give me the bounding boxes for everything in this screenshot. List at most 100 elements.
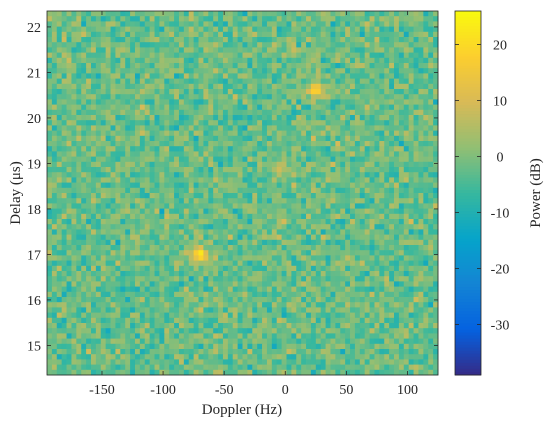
heatmap-cell: [262, 120, 268, 126]
heatmap-cell: [266, 182, 273, 189]
heatmap-cell: [320, 42, 326, 48]
heatmap-cell: [100, 250, 107, 256]
heatmap-cell: [56, 26, 63, 33]
heatmap-cell: [174, 57, 180, 64]
heatmap-cell: [266, 42, 273, 48]
heatmap-cell: [90, 156, 97, 163]
heatmap-cell: [120, 83, 126, 90]
heatmap-cell: [95, 203, 102, 209]
heatmap-cell: [51, 16, 58, 22]
heatmap-cell: [86, 224, 92, 230]
heatmap-cell: [100, 276, 107, 282]
heatmap-cell: [418, 286, 424, 293]
heatmap-cell: [252, 271, 258, 277]
heatmap-cell: [169, 213, 175, 220]
heatmap-cell: [354, 16, 361, 22]
heatmap-cell: [423, 317, 429, 324]
heatmap-cell: [379, 255, 385, 261]
heatmap-cell: [276, 302, 282, 308]
heatmap-cell: [276, 31, 282, 38]
heatmap-cell: [359, 323, 366, 329]
heatmap-cell: [144, 31, 151, 38]
heatmap-cell: [413, 109, 419, 116]
heatmap-cell: [428, 307, 434, 313]
heatmap-cell: [134, 219, 141, 225]
heatmap-cell: [134, 307, 141, 313]
heatmap-cell: [115, 130, 121, 137]
heatmap-cell: [164, 297, 170, 303]
heatmap-cell: [144, 125, 151, 131]
heatmap-cell: [403, 260, 410, 267]
heatmap-cell: [242, 26, 248, 33]
heatmap-cell: [403, 182, 410, 189]
heatmap-cell: [81, 333, 87, 339]
heatmap-cell: [130, 63, 136, 69]
heatmap-cell: [369, 141, 375, 147]
heatmap-cell: [271, 250, 278, 256]
heatmap-cell: [286, 312, 292, 319]
heatmap-cell: [394, 78, 400, 85]
heatmap-cell: [418, 52, 424, 59]
heatmap-cell: [310, 255, 317, 261]
heatmap-cell: [340, 37, 346, 43]
heatmap-cell: [301, 323, 307, 329]
heatmap-cell: [47, 146, 53, 152]
heatmap-cell: [398, 120, 405, 126]
heatmap-cell: [51, 245, 58, 251]
heatmap-cell: [61, 302, 67, 308]
heatmap-cell: [169, 130, 175, 137]
heatmap-cell: [193, 104, 199, 111]
heatmap-cell: [413, 317, 419, 324]
heatmap-cell: [286, 89, 292, 95]
heatmap-cell: [81, 260, 87, 267]
heatmap-cell: [188, 177, 195, 183]
heatmap-cell: [144, 104, 151, 111]
heatmap-cell: [105, 26, 111, 33]
heatmap-cell: [198, 26, 204, 33]
heatmap-cell: [301, 187, 307, 194]
heatmap-cell: [301, 73, 307, 79]
heatmap-cell: [398, 151, 405, 157]
heatmap-cell: [139, 317, 146, 324]
heatmap-cell: [354, 146, 361, 152]
heatmap-cell: [120, 99, 126, 105]
heatmap-cell: [433, 224, 439, 230]
heatmap-cell: [257, 198, 263, 204]
heatmap-cell: [266, 250, 273, 256]
heatmap-cell: [134, 57, 141, 64]
heatmap-cell: [398, 177, 405, 183]
heatmap-cell: [183, 11, 190, 17]
heatmap-cell: [188, 115, 195, 121]
heatmap-cell: [330, 234, 336, 241]
heatmap-cell: [418, 177, 424, 183]
heatmap-cell: [369, 187, 375, 194]
heatmap-cell: [183, 21, 190, 27]
heatmap-cell: [325, 276, 331, 282]
heatmap-cell: [276, 255, 282, 261]
heatmap-cell: [374, 83, 380, 90]
heatmap-cell: [95, 276, 102, 282]
heatmap-cell: [81, 302, 87, 308]
heatmap-cell: [134, 146, 141, 152]
heatmap-cell: [374, 203, 380, 209]
heatmap-cell: [345, 229, 351, 235]
heatmap-cell: [51, 265, 58, 272]
heatmap-cell: [418, 21, 424, 27]
heatmap-cell: [389, 203, 395, 209]
heatmap-cell: [164, 245, 170, 251]
heatmap-cell: [198, 42, 204, 48]
heatmap-cell: [149, 83, 155, 90]
heatmap-cell: [178, 161, 185, 168]
heatmap-cell: [169, 198, 175, 204]
heatmap-cell: [110, 37, 116, 43]
heatmap-cell: [115, 109, 121, 116]
heatmap-cell: [266, 146, 273, 152]
heatmap-cell: [320, 239, 326, 246]
heatmap-cell: [115, 317, 121, 324]
heatmap-cell: [203, 177, 209, 183]
heatmap-cell: [164, 109, 170, 116]
heatmap-cell: [286, 208, 292, 215]
heatmap-cell: [56, 271, 63, 277]
heatmap-cell: [66, 203, 72, 209]
heatmap-cell: [433, 63, 439, 69]
